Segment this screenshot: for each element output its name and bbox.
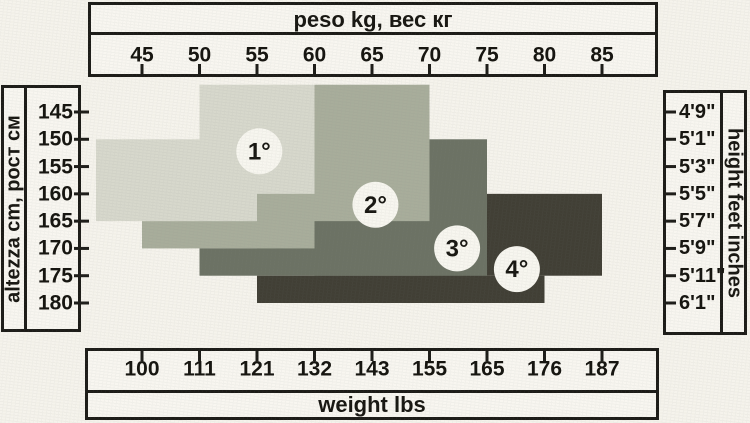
left-tick-150: 150 bbox=[37, 127, 73, 151]
left-tick-175: 175 bbox=[37, 264, 73, 288]
left-tick-160: 160 bbox=[37, 182, 73, 206]
size-region-1-1 bbox=[96, 139, 315, 222]
top-tick-65: 65 bbox=[360, 43, 384, 67]
top-tick-80: 80 bbox=[532, 43, 557, 67]
size-region-1-0 bbox=[199, 84, 315, 222]
bottom-tick-165: 165 bbox=[469, 357, 505, 381]
bottom-tick-176: 176 bbox=[526, 357, 563, 381]
left-tick-180: 180 bbox=[37, 291, 73, 315]
size-badge-label: 4° bbox=[505, 256, 528, 283]
top-tick-45: 45 bbox=[130, 43, 154, 67]
left-axis-divider bbox=[24, 88, 27, 329]
right-tick-4: 5'7" bbox=[679, 210, 716, 233]
top-tick-70: 70 bbox=[417, 43, 442, 67]
bottom-tick-143: 143 bbox=[354, 357, 390, 381]
size-region-4-0 bbox=[487, 193, 602, 276]
size-badge-circle bbox=[352, 181, 399, 228]
bottom-axis-divider bbox=[88, 390, 656, 393]
top-tick-55: 55 bbox=[245, 43, 269, 67]
left-tick-155: 155 bbox=[37, 155, 73, 179]
right-tick-6: 5'11" bbox=[679, 264, 726, 287]
right-tick-7: 6'1" bbox=[679, 291, 716, 314]
size-badge-circle bbox=[236, 128, 283, 175]
size-badge-label: 2° bbox=[364, 192, 387, 219]
size-region-3-2 bbox=[199, 248, 487, 276]
bottom-tick-132: 132 bbox=[296, 357, 333, 381]
left-tick-145: 145 bbox=[37, 100, 73, 124]
top-axis-divider bbox=[91, 32, 655, 35]
size-region-3-0 bbox=[429, 139, 487, 276]
top-tick-60: 60 bbox=[302, 43, 327, 67]
size-region-2-2 bbox=[142, 221, 430, 249]
right-tick-5: 5'9" bbox=[679, 237, 716, 260]
size-badge-label: 1° bbox=[248, 138, 271, 165]
left-axis-box: altezza cm, рост см bbox=[1, 85, 81, 332]
right-tick-1: 5'1" bbox=[679, 128, 716, 151]
size-region-2-0 bbox=[314, 84, 430, 249]
top-axis-title: peso kg, вес кг bbox=[293, 7, 453, 32]
left-axis-label-col: altezza cm, рост см bbox=[2, 88, 25, 329]
right-tick-2: 5'3" bbox=[679, 155, 716, 178]
bottom-tick-155: 155 bbox=[411, 357, 448, 381]
size-badge-label: 3° bbox=[446, 235, 469, 262]
size-region-3-1 bbox=[314, 221, 487, 276]
right-axis-divider bbox=[720, 93, 723, 332]
left-axis-label: altezza cm, рост см bbox=[2, 114, 25, 303]
top-tick-85: 85 bbox=[590, 43, 614, 67]
right-tick-0: 4'9" bbox=[679, 101, 716, 123]
size-badge-circle bbox=[434, 225, 481, 272]
top-tick-50: 50 bbox=[187, 43, 212, 67]
size-badge-circle bbox=[493, 246, 540, 293]
size-region-2-1 bbox=[257, 193, 430, 249]
size-region-4-1 bbox=[257, 275, 545, 303]
left-tick-170: 170 bbox=[37, 236, 73, 260]
right-axis-box: height feet inches bbox=[663, 90, 747, 335]
right-tick-3: 5'5" bbox=[679, 182, 716, 205]
left-tick-165: 165 bbox=[37, 209, 73, 233]
top-tick-75: 75 bbox=[475, 43, 499, 67]
bottom-axis-label: weight lbs bbox=[318, 392, 426, 417]
bottom-tick-187: 187 bbox=[584, 357, 620, 381]
bottom-tick-121: 121 bbox=[239, 357, 275, 381]
right-axis-label-col: height feet inches bbox=[723, 93, 745, 332]
bottom-tick-111: 111 bbox=[183, 357, 216, 381]
bottom-tick-100: 100 bbox=[124, 357, 160, 381]
